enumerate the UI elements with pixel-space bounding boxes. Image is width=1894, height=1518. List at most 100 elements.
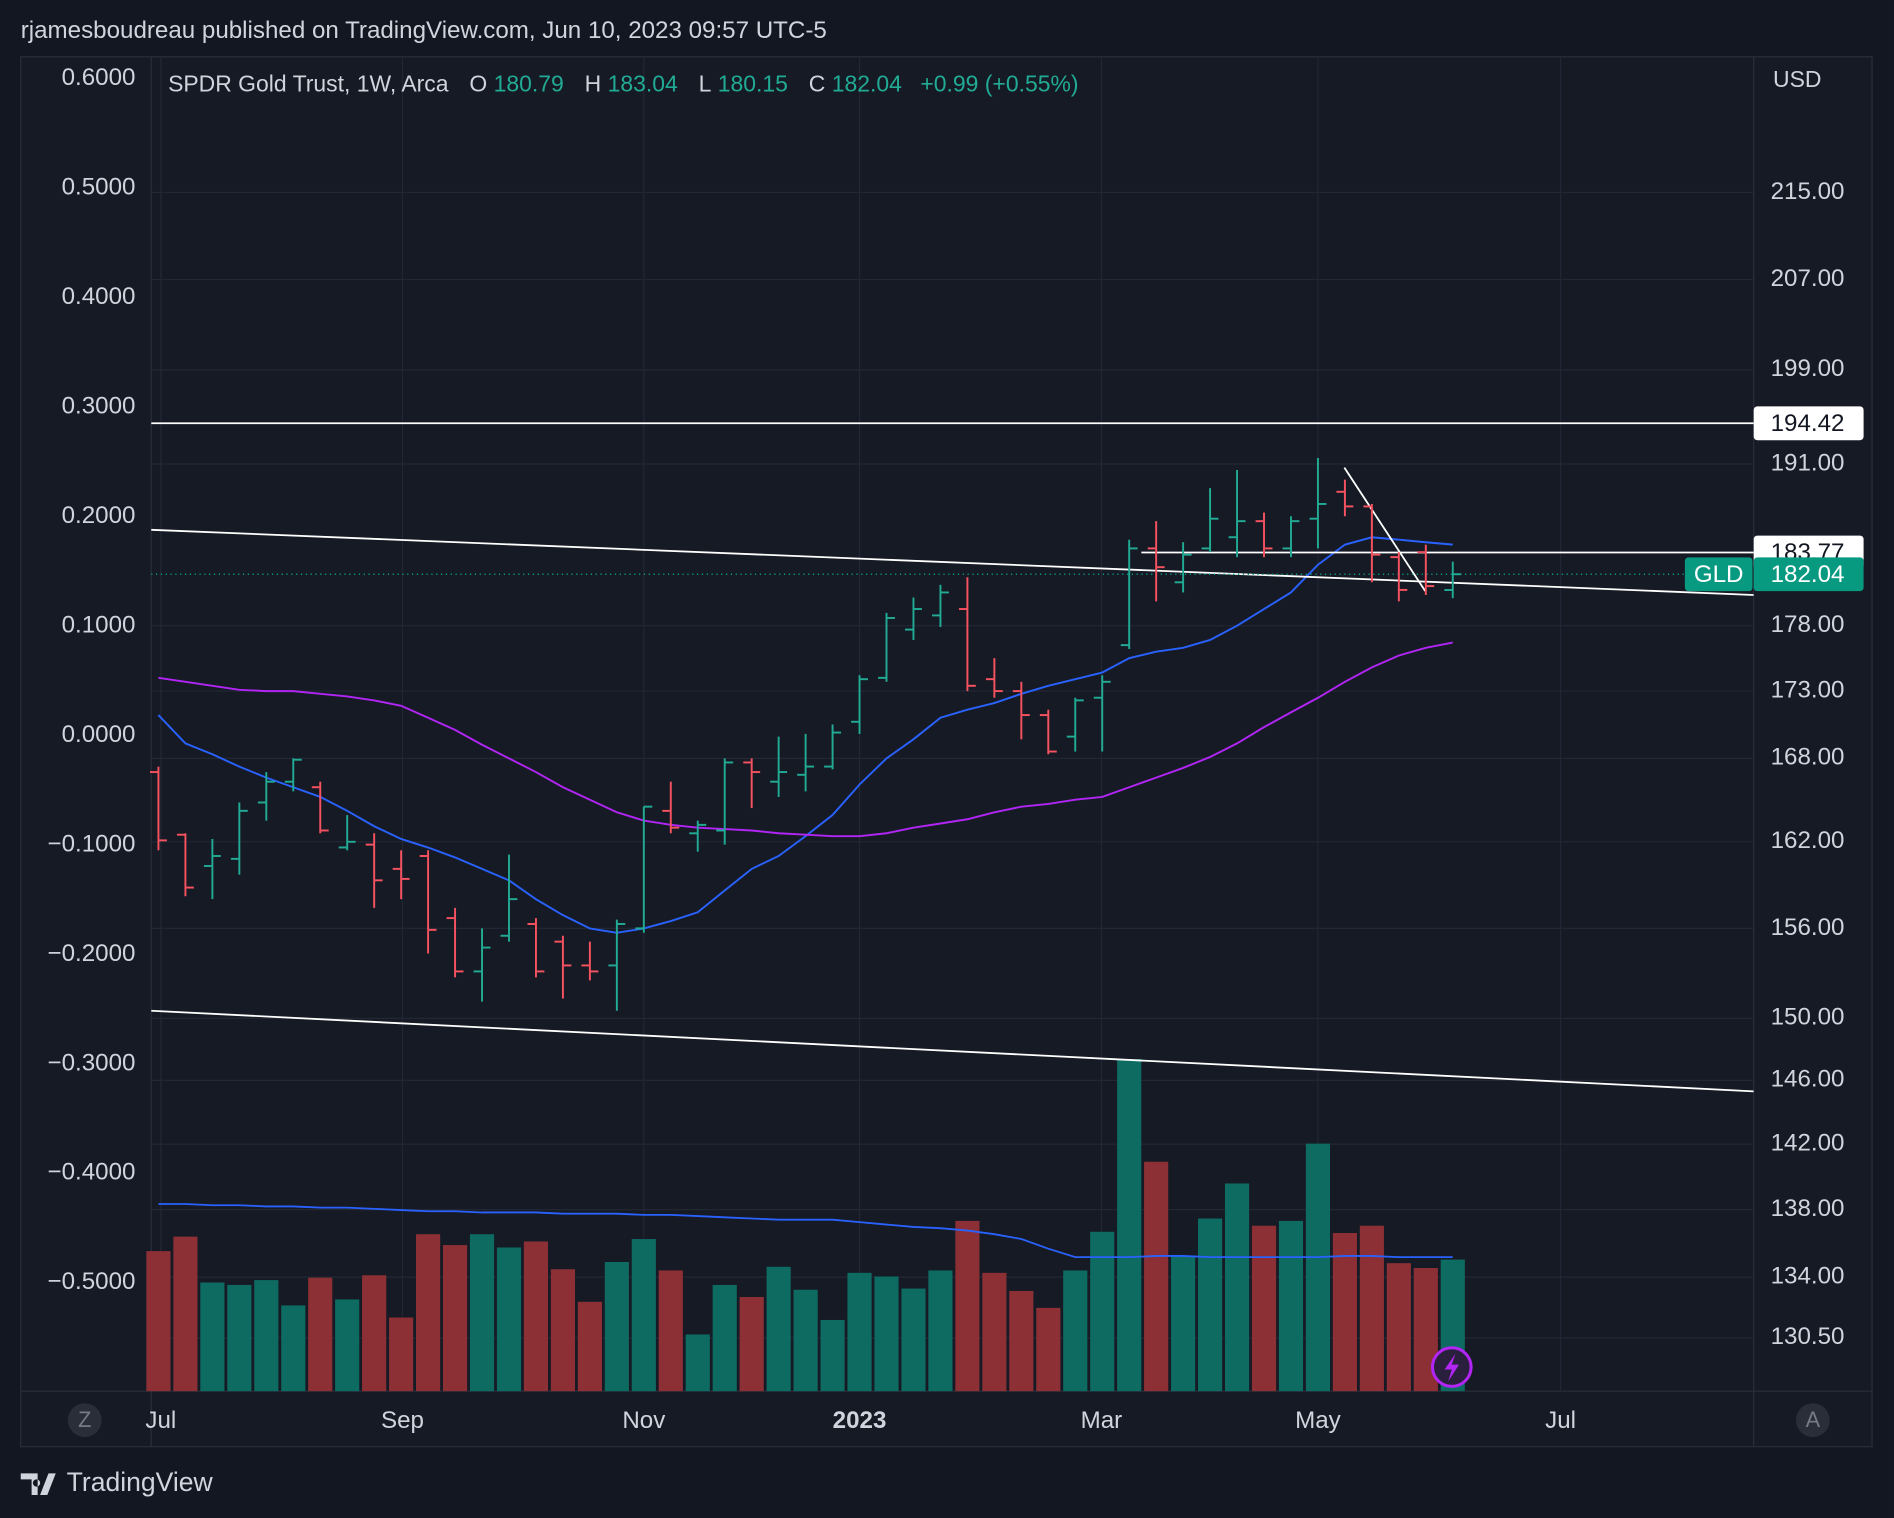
currency: USD — [1773, 66, 1821, 92]
y-tick-label: 173.00 — [1771, 676, 1845, 703]
y-tick-label: 207.00 — [1771, 265, 1845, 292]
legend-label: L — [699, 71, 712, 97]
price-label: 194.42 — [1771, 410, 1845, 437]
volume-bar — [1251, 1225, 1277, 1392]
volume-bar — [469, 1234, 495, 1392]
volume-pane — [146, 1059, 1465, 1392]
volume-bar — [146, 1251, 171, 1392]
symbol-label: GLD — [1694, 561, 1744, 588]
volume-bar — [1359, 1225, 1384, 1392]
volume-bar — [847, 1272, 872, 1392]
y2-tick-label: −0.1000 — [48, 830, 136, 857]
y2-tick-label: 0.2000 — [62, 502, 136, 529]
legend: SPDR Gold Trust, 1W, Arca O 180.79 H 183… — [168, 71, 1078, 97]
volume-bar — [1386, 1263, 1411, 1392]
legend-change: +0.99 (+0.55%) — [920, 71, 1078, 97]
axis-labels: 215.00 207.00 199.00 191.00 178.00 173.00 168.… — [48, 64, 1864, 1434]
y-tick-label: 162.00 — [1771, 827, 1845, 854]
volume-bar — [955, 1220, 980, 1392]
trend-line — [151, 528, 1754, 596]
volume-bar — [1332, 1232, 1357, 1392]
legend-value: 183.04 — [608, 71, 678, 97]
legend-title: SPDR Gold Trust, 1W, Arca — [168, 71, 449, 97]
volume-bar — [1036, 1307, 1061, 1392]
y-tick-label: 146.00 — [1771, 1066, 1845, 1093]
legend-label: O — [469, 71, 487, 97]
y-tick-label: 138.00 — [1771, 1195, 1845, 1222]
volume-bar — [442, 1245, 468, 1392]
y2-tick-label: 0.4000 — [62, 283, 136, 310]
y2-tick-label: 0.3000 — [62, 392, 136, 419]
y2-tick-label: −0.5000 — [48, 1268, 136, 1295]
header: rjamesboudreau published on TradingView.… — [21, 17, 827, 44]
x-tick-label: Jul — [145, 1407, 176, 1434]
last-price-label: 182.04 — [1771, 561, 1845, 588]
x-tick-label: Sep — [381, 1407, 424, 1434]
button[interactable] — [67, 1403, 102, 1438]
y2-tick-label: −0.3000 — [48, 1049, 136, 1076]
volume-bar — [1009, 1290, 1034, 1392]
y2-tick-label: 0.0000 — [62, 721, 136, 748]
volume-bar — [200, 1282, 225, 1392]
trend-line — [151, 1009, 1754, 1093]
volume-bar — [254, 1280, 279, 1392]
volume-bar — [685, 1334, 710, 1392]
button[interactable] — [1795, 1403, 1830, 1438]
volume-bar — [577, 1301, 602, 1392]
x-tick-label: May — [1295, 1407, 1342, 1434]
volume-bar — [712, 1284, 737, 1392]
volume-bar — [389, 1317, 414, 1392]
y-tick-label: 168.00 — [1771, 744, 1845, 771]
lightning-glyph — [1444, 1353, 1460, 1382]
y-tick-label: 156.00 — [1771, 914, 1845, 941]
volume-bar — [982, 1272, 1007, 1392]
volume-bar — [1063, 1270, 1088, 1392]
volume-bar — [631, 1239, 656, 1392]
volume-bar — [362, 1275, 387, 1392]
volume-bar — [901, 1288, 926, 1392]
volume-bar — [793, 1289, 818, 1392]
volume-bar — [1224, 1183, 1250, 1392]
x-tick-label: 2023 — [833, 1407, 887, 1434]
y2-tick-label: −0.4000 — [48, 1159, 136, 1186]
legend-value: 180.15 — [718, 71, 788, 97]
volume-bar — [523, 1241, 549, 1392]
volume-bar — [1090, 1231, 1115, 1392]
logo — [20, 1473, 56, 1496]
price-bars — [149, 457, 1462, 1011]
volume-bar — [1198, 1218, 1223, 1392]
moving-average — [158, 641, 1453, 838]
volume-bar — [173, 1236, 198, 1392]
volume-bar — [766, 1266, 791, 1392]
y-tick-label: 178.00 — [1771, 611, 1845, 638]
legend-label: C — [809, 71, 826, 97]
legend-label: H — [585, 71, 602, 97]
y-tick-label: 142.00 — [1771, 1129, 1845, 1156]
volume-bar — [1117, 1059, 1142, 1392]
volume-bar — [308, 1277, 333, 1392]
legend-value: 182.04 — [832, 71, 902, 97]
y2-tick-label: −0.2000 — [48, 940, 136, 967]
volume-bar — [335, 1299, 360, 1392]
volume-bar — [820, 1319, 845, 1392]
volume-bar — [604, 1261, 629, 1392]
y-tick-label: 215.00 — [1771, 178, 1845, 205]
x-tick-label: Mar — [1081, 1407, 1123, 1434]
y-tick-label: 134.00 — [1771, 1262, 1845, 1289]
volume-bar — [928, 1270, 953, 1392]
trend-line — [1343, 467, 1427, 592]
last-price-box — [1753, 557, 1864, 592]
y-tick-label: 199.00 — [1771, 355, 1845, 382]
drawings — [151, 422, 1754, 1093]
volume-bar — [739, 1297, 764, 1392]
volume-bar — [550, 1269, 576, 1392]
volume-bar — [496, 1247, 522, 1392]
y-tick-label: 150.00 — [1771, 1004, 1845, 1031]
y2-tick-label: 0.5000 — [62, 173, 136, 200]
volume-bar — [1171, 1255, 1196, 1392]
volume-bar — [874, 1276, 899, 1392]
y2-tick-label: 0.1000 — [62, 611, 136, 638]
volume-bar — [281, 1305, 306, 1392]
x-tick-label: Jul — [1545, 1407, 1576, 1434]
